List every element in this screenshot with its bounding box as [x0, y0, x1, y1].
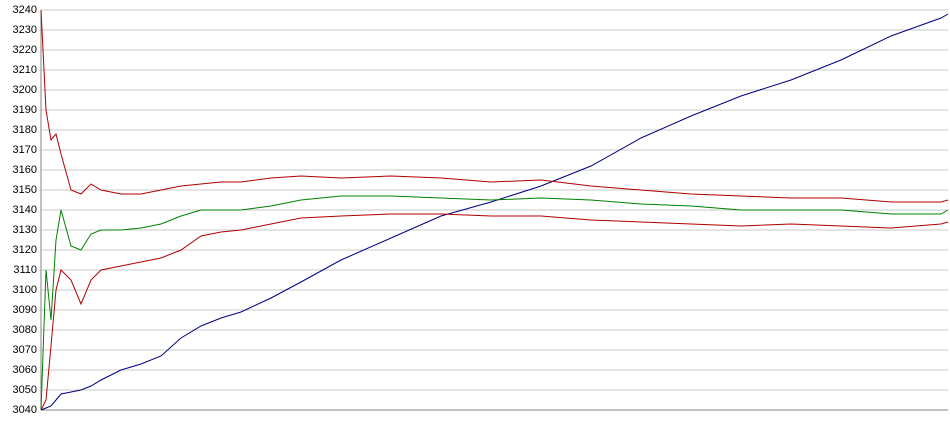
y-tick-label: 3150	[13, 184, 37, 196]
y-tick-label: 3210	[13, 64, 37, 76]
y-tick-label: 3170	[13, 144, 37, 156]
y-tick-label: 3080	[13, 324, 37, 336]
y-tick-label: 3180	[13, 124, 37, 136]
y-tick-label: 3090	[13, 304, 37, 316]
y-tick-label: 3140	[13, 204, 37, 216]
series-line	[40, 213, 949, 411]
y-tick-label: 3060	[13, 364, 37, 376]
series-line	[40, 195, 949, 411]
y-tick-label: 3220	[13, 44, 37, 56]
y-tick-label: 3120	[13, 244, 37, 256]
y-tick-label: 3240	[13, 4, 37, 16]
y-tick-label: 3070	[13, 344, 37, 356]
series-line	[40, 13, 949, 411]
y-tick-label: 3160	[13, 164, 37, 176]
y-tick-label: 3230	[13, 24, 37, 36]
series-line	[40, 9, 949, 203]
y-tick-label: 3130	[13, 224, 37, 236]
y-tick-label: 3100	[13, 284, 37, 296]
y-tick-label: 3190	[13, 104, 37, 116]
y-tick-label: 3110	[13, 264, 37, 276]
y-tick-label: 3200	[13, 84, 37, 96]
y-tick-label: 3050	[13, 384, 37, 396]
y-tick-label: 3040	[13, 404, 37, 416]
